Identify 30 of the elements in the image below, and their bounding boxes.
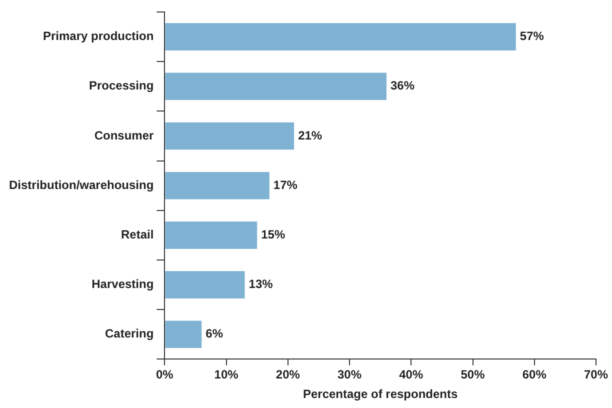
x-tick-label: 60% xyxy=(522,368,547,382)
x-axis-title: Percentage of respondents xyxy=(302,387,458,402)
y-tick-label: Primary production xyxy=(42,29,154,44)
x-tick-label: 30% xyxy=(338,368,362,382)
y-tick-label: Harvesting xyxy=(92,277,154,292)
bar xyxy=(165,271,245,298)
bar xyxy=(165,122,294,150)
y-tick-label: Processing xyxy=(88,78,154,93)
data-label: 17% xyxy=(273,178,298,192)
data-label: 21% xyxy=(298,128,322,142)
data-label: 57% xyxy=(520,29,544,44)
x-tick-label: 10% xyxy=(214,368,239,382)
bar xyxy=(165,172,270,200)
bar xyxy=(165,72,386,100)
x-tick-label: 70% xyxy=(584,368,608,382)
data-label: 13% xyxy=(248,277,274,292)
y-tick-label: Distribution/warehousing xyxy=(8,178,154,192)
y-tick-label: Consumer xyxy=(94,128,154,142)
data-label: 15% xyxy=(261,228,286,242)
data-label: 6% xyxy=(206,326,224,341)
bar xyxy=(165,23,516,50)
x-tick-label: 50% xyxy=(460,368,486,382)
bar xyxy=(165,222,258,249)
x-tick-label: 0% xyxy=(156,368,174,382)
x-tick-label: 40% xyxy=(399,368,424,382)
y-tick-label: Retail xyxy=(120,228,154,242)
y-tick-label: Catering xyxy=(104,326,154,341)
x-tick-label: 20% xyxy=(276,368,300,382)
bar xyxy=(165,320,202,348)
data-label: 36% xyxy=(390,78,415,93)
